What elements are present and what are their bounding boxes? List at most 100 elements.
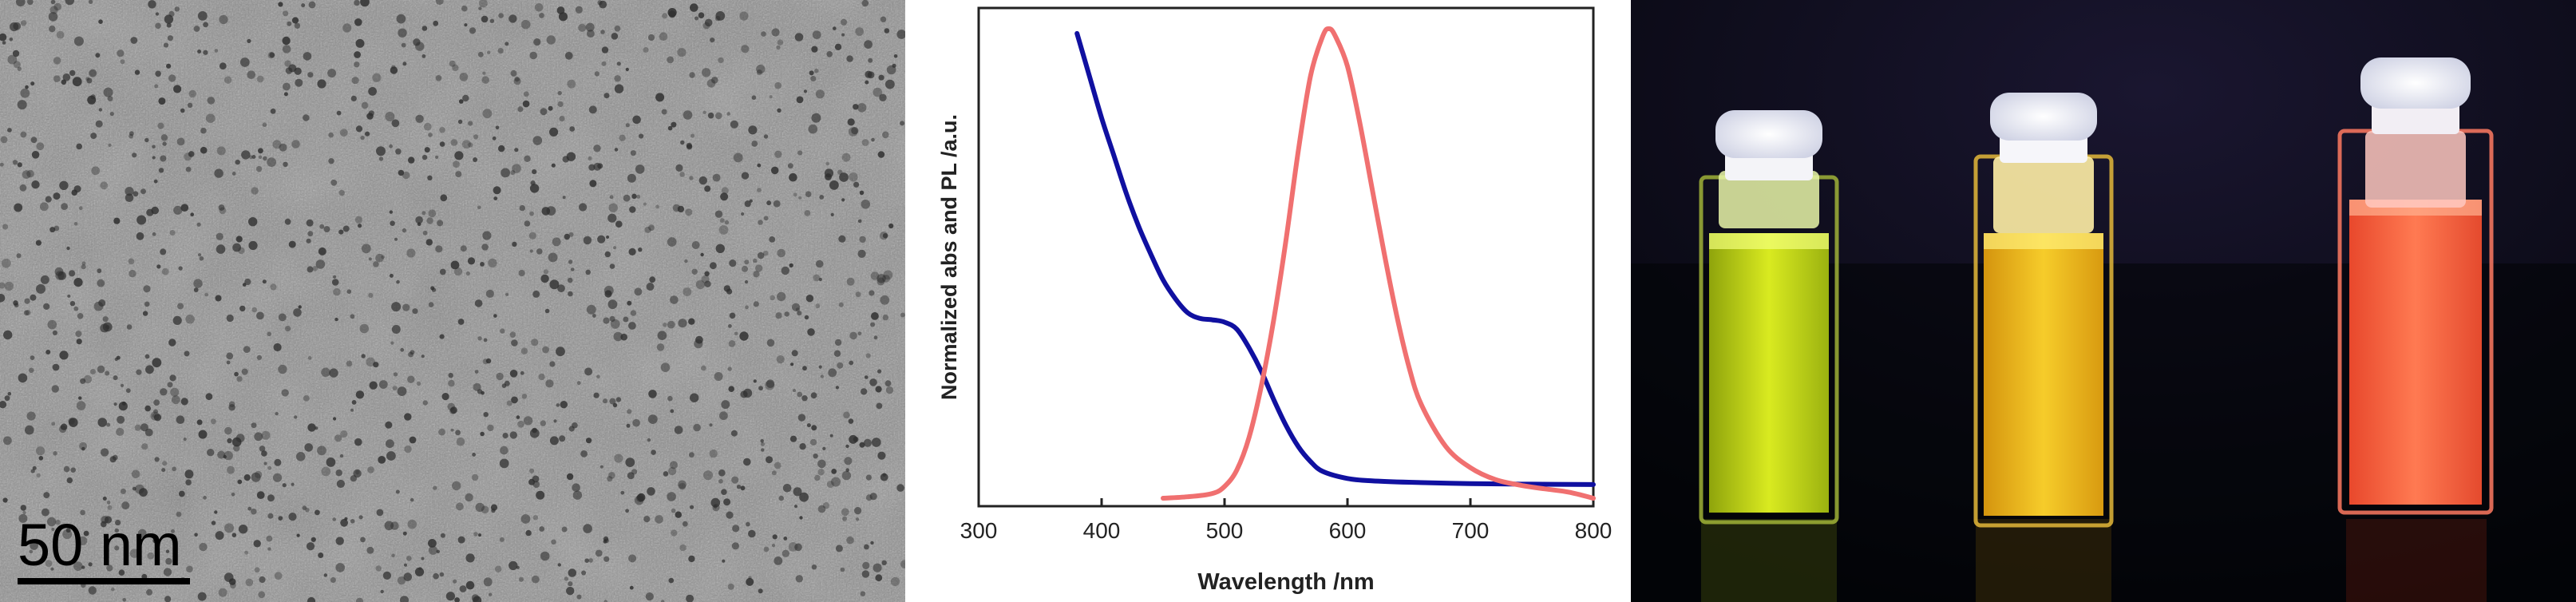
nanoparticle-dot bbox=[121, 383, 124, 387]
nanoparticle-dot bbox=[549, 127, 559, 137]
nanoparticle-dot bbox=[771, 470, 777, 476]
nanoparticle-dot bbox=[427, 175, 433, 180]
vials-photo bbox=[1631, 0, 2576, 602]
nanoparticle-dot bbox=[136, 369, 142, 375]
nanoparticle-dot bbox=[366, 113, 374, 120]
nanoparticle-dot bbox=[853, 104, 859, 110]
nanoparticle-dot bbox=[783, 537, 788, 541]
nanoparticle-dot bbox=[278, 313, 287, 322]
nanoparticle-dot bbox=[155, 12, 159, 16]
nanoparticle-dot bbox=[274, 458, 282, 466]
nanoparticle-dot bbox=[625, 123, 630, 128]
nanoparticle-dot bbox=[120, 59, 125, 65]
nanoparticle-dot bbox=[539, 13, 544, 18]
nanoparticle-dot bbox=[813, 453, 818, 459]
nanoparticle-dot bbox=[256, 491, 265, 499]
nanoparticle-dot bbox=[274, 572, 283, 580]
nanoparticle-dot bbox=[72, 77, 82, 87]
nanoparticle-dot bbox=[543, 269, 549, 275]
nanoparticle-dot bbox=[342, 225, 350, 232]
nanoparticle-dot bbox=[519, 204, 525, 212]
nanoparticle-dot bbox=[315, 259, 326, 269]
nanoparticle-dot bbox=[454, 597, 460, 602]
nanoparticle-dot bbox=[517, 106, 524, 113]
nanoparticle-dot bbox=[330, 179, 338, 186]
nanoparticle-dot bbox=[761, 31, 766, 37]
nanoparticle-dot bbox=[102, 316, 109, 323]
nanoparticle-dot bbox=[375, 253, 384, 263]
nanoparticle-dot bbox=[807, 328, 815, 336]
nanoparticle-dot bbox=[727, 366, 732, 371]
nanoparticle-dot bbox=[457, 319, 465, 325]
nanoparticle-dot bbox=[180, 398, 188, 406]
nanoparticle-dot bbox=[263, 156, 267, 161]
nanoparticle-dot bbox=[66, 477, 73, 484]
nanoparticle-dot bbox=[707, 112, 714, 119]
nanoparticle-dot bbox=[350, 408, 354, 412]
nanoparticle-dot bbox=[843, 411, 850, 419]
nanoparticle-dot bbox=[465, 580, 475, 590]
nanoparticle-dot bbox=[815, 303, 821, 309]
nanoparticle-dot bbox=[854, 507, 862, 515]
nanoparticle-dot bbox=[335, 537, 344, 545]
nanoparticle-dot bbox=[36, 283, 46, 294]
nanoparticle-dot bbox=[256, 311, 264, 320]
nanoparticle-dot bbox=[321, 466, 331, 477]
nanoparticle-dot bbox=[390, 220, 395, 227]
nanoparticle-dot bbox=[777, 248, 785, 258]
nanoparticle-dot bbox=[415, 216, 423, 224]
nanoparticle-dot bbox=[461, 5, 468, 12]
nanoparticle-dot bbox=[456, 437, 465, 446]
nanoparticle-dot bbox=[247, 38, 251, 44]
nanoparticle-dot bbox=[663, 471, 669, 477]
nanoparticle-dot bbox=[441, 393, 449, 401]
nanoparticle-dot bbox=[53, 75, 61, 82]
nanoparticle-dot bbox=[291, 482, 295, 486]
nanoparticle-dot bbox=[55, 271, 65, 280]
nanoparticle-dot bbox=[89, 69, 97, 77]
nanoparticle-dot bbox=[288, 64, 297, 73]
nanoparticle-dot bbox=[216, 244, 226, 254]
nanoparticle-dot bbox=[777, 39, 784, 46]
nanoparticle-dot bbox=[859, 442, 865, 448]
nanoparticle-dot bbox=[532, 575, 540, 584]
x-axis-ticks bbox=[977, 498, 1595, 506]
nanoparticle-dot bbox=[30, 137, 38, 144]
nanoparticle-dot bbox=[698, 176, 707, 185]
nanoparticle-dot bbox=[53, 451, 57, 456]
nanoparticle-dot bbox=[125, 388, 131, 394]
nanoparticle-dot bbox=[116, 355, 121, 360]
nanoparticle-dot bbox=[803, 89, 808, 93]
nanoparticle-dot bbox=[529, 51, 537, 60]
nanoparticle-dot bbox=[831, 477, 841, 487]
nanoparticle-dot bbox=[166, 22, 172, 28]
nanoparticle-dot bbox=[152, 537, 158, 544]
nanoparticle-dot bbox=[0, 33, 7, 42]
nanoparticle-dot bbox=[4, 281, 14, 291]
nanoparticle-dot bbox=[43, 303, 50, 310]
nanoparticle-dot bbox=[529, 211, 534, 216]
nanoparticle-dot bbox=[609, 263, 615, 269]
nanoparticle-dot bbox=[643, 516, 651, 523]
nanoparticle-dot bbox=[758, 386, 763, 391]
nanoparticle-dot bbox=[433, 20, 439, 26]
nanoparticle-dot bbox=[144, 428, 153, 437]
nanoparticle-dot bbox=[283, 92, 288, 97]
nanoparticle-dot bbox=[859, 236, 866, 244]
nanoparticle-dot bbox=[751, 95, 757, 100]
nanoparticle-dot bbox=[614, 84, 624, 93]
nanoparticle-dot bbox=[838, 302, 844, 307]
nanoparticle-dot bbox=[603, 556, 610, 562]
nanoparticle-dot bbox=[568, 568, 577, 577]
nanoparticle-dot bbox=[125, 193, 134, 202]
nanoparticle-dot bbox=[566, 473, 574, 481]
nanoparticle-dot bbox=[315, 509, 320, 516]
nanoparticle-dot bbox=[421, 556, 425, 560]
nanoparticle-dot bbox=[406, 556, 412, 561]
nanoparticle-dot bbox=[319, 224, 325, 229]
nanoparticle-dot bbox=[144, 405, 151, 412]
nanoparticle-dot bbox=[667, 56, 675, 64]
nanoparticle-dot bbox=[882, 131, 889, 139]
nanoparticle-dot bbox=[900, 121, 905, 126]
nanoparticle-dot bbox=[495, 565, 502, 572]
